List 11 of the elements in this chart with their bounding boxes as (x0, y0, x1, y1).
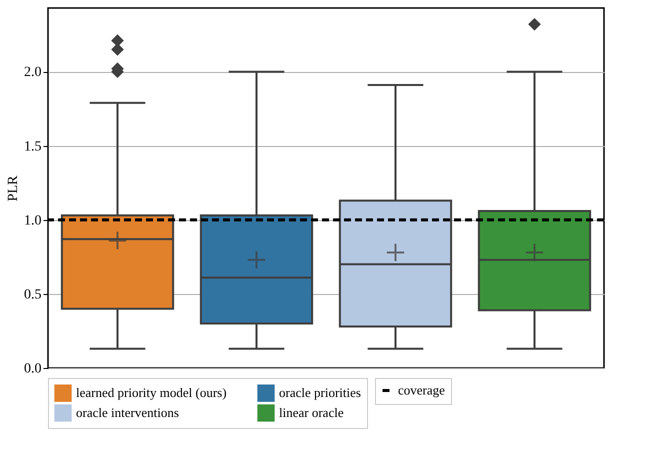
y-tick-label: 0.0 (24, 362, 42, 376)
legend-label: oracle interventions (76, 405, 179, 420)
y-tick-label: 2.0 (24, 65, 42, 80)
y-tick-label: 1.5 (24, 139, 42, 154)
y-tick-label: 1.0 (24, 213, 42, 228)
legend-label: oracle priorities (279, 385, 361, 400)
legend-label: coverage (398, 382, 446, 398)
legend-label: learned priority model (ours) (76, 385, 227, 400)
y-axis-title: PLR (6, 175, 21, 202)
y-tick-label: 0.5 (24, 287, 42, 302)
legend-label: linear oracle (279, 405, 344, 420)
